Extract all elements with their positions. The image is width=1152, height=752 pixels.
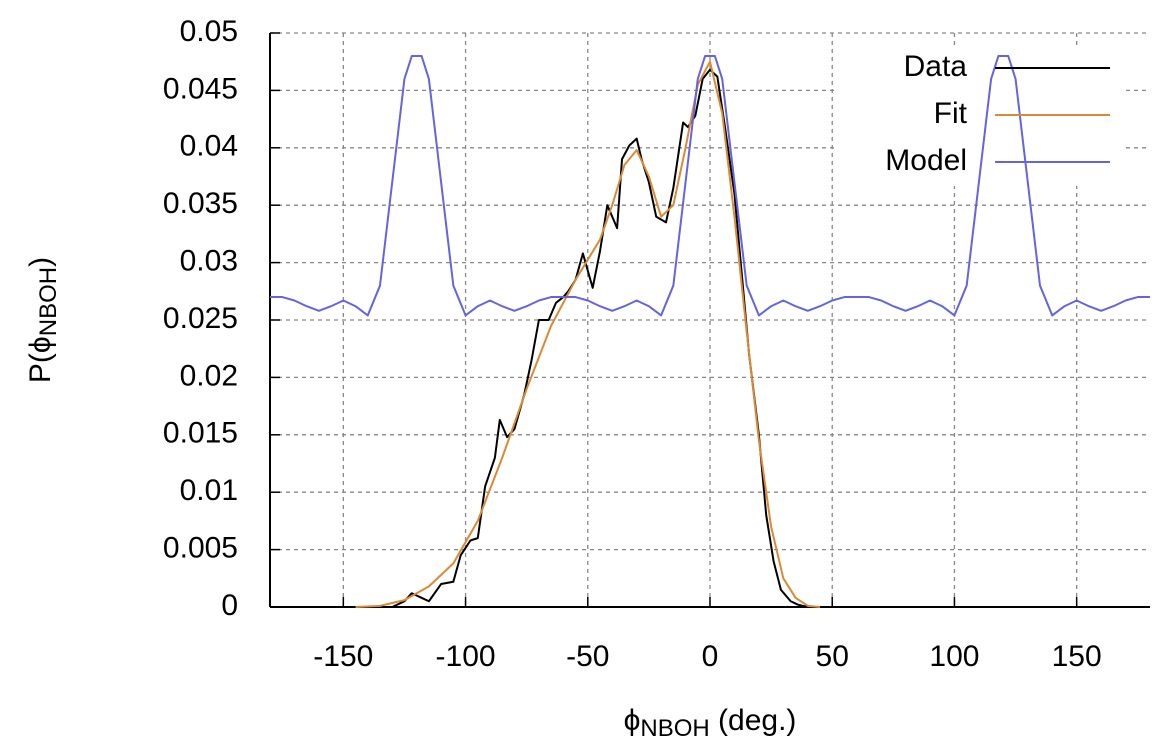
y-tick-label: 0.04 [180,130,238,163]
y-label-subscript: NBOH [35,267,62,336]
legend-label: Fit [934,97,968,130]
y-label-main: P(ϕ [24,336,57,383]
series-line [355,60,821,608]
y-tick-label: 0.015 [163,417,238,450]
x-label-unit: (deg.) [710,704,797,737]
y-tick-label: 0.01 [180,474,238,507]
x-tick-label: 0 [702,640,719,673]
y-tick-label: 0.025 [163,302,238,335]
x-tick-label: -100 [436,640,496,673]
x-tick-label: 50 [816,640,849,673]
y-tick-label: 0.005 [163,532,238,565]
x-axis-label: ϕNBOH (deg.) [624,704,797,742]
y-tick-label: 0.045 [163,72,238,105]
x-tick-label: 100 [929,640,979,673]
x-tick-label: 150 [1052,640,1102,673]
y-axis-label: P(ϕNBOH) [24,257,62,383]
x-label-subscript: NBOH [640,715,709,742]
x-tick-label: -150 [313,640,373,673]
legend-label: Data [904,50,968,83]
legend-label: Model [885,144,967,177]
y-tick-label: 0.05 [180,15,238,48]
y-tick-label: 0.03 [180,245,238,278]
y-tick-label: 0.02 [180,359,238,392]
x-tick-label: -50 [566,640,609,673]
y-label-close: ) [24,257,57,267]
series-line [270,54,1150,317]
series-line [391,68,809,608]
y-tick-label: 0.035 [163,187,238,220]
x-label-symbol: ϕ [624,704,641,737]
y-tick-label: 0 [221,589,238,622]
